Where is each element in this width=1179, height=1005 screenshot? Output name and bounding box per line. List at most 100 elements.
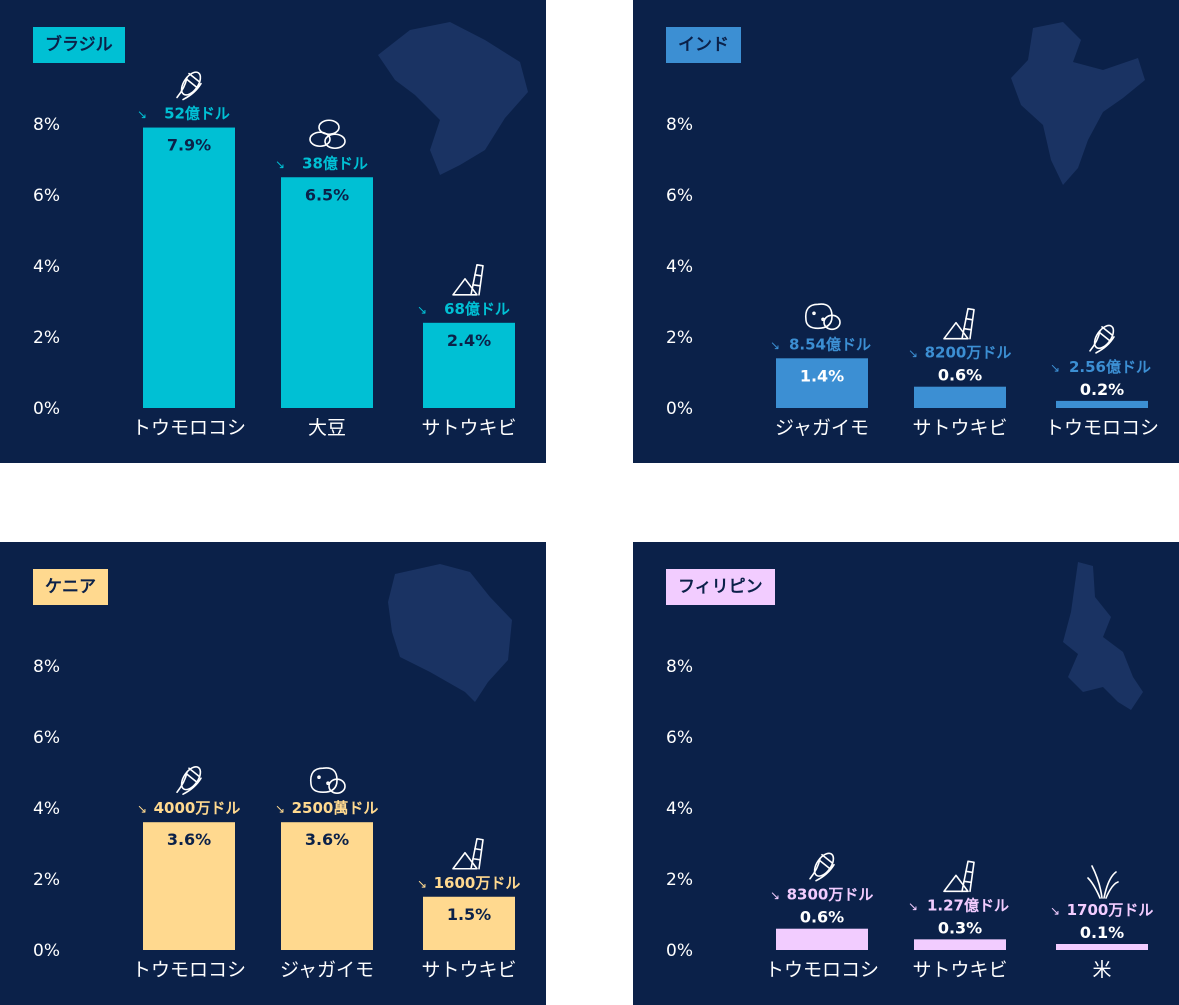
trend-down-icon: ↘: [137, 108, 147, 122]
country-map-silhouette: [388, 564, 512, 702]
potato-icon: [309, 767, 346, 794]
amount-label: 1700万ドル: [1067, 901, 1154, 919]
y-tick-label: 6%: [666, 186, 693, 206]
bar: [776, 928, 868, 950]
data-label: 3.6%: [167, 830, 211, 849]
y-tick-label: 8%: [666, 115, 693, 135]
category-label: サトウキビ: [912, 959, 1007, 981]
country-tag: ケニア: [33, 569, 108, 605]
y-tick-label: 0%: [33, 941, 60, 961]
country-map-silhouette: [378, 22, 528, 175]
sugarcane-icon: [452, 837, 484, 870]
y-tick-label: 6%: [33, 728, 60, 748]
trend-down-icon: ↘: [417, 303, 427, 317]
category-label: サトウキビ: [421, 959, 516, 981]
category-label: トウモロコシ: [132, 417, 246, 439]
amount-label: 2.56億ドル: [1069, 358, 1151, 376]
amount-label: 52億ドル: [164, 105, 230, 123]
sugarcane-icon: [452, 264, 484, 296]
bar: [281, 822, 373, 950]
amount-label: 68億ドル: [444, 300, 510, 318]
y-tick-label: 2%: [33, 870, 60, 890]
category-label: 大豆: [308, 417, 346, 439]
data-label: 0.6%: [938, 366, 982, 385]
trend-down-icon: ↘: [275, 802, 285, 816]
trend-down-icon: ↘: [1050, 904, 1060, 918]
trend-down-icon: ↘: [908, 347, 918, 361]
y-tick-label: 4%: [33, 799, 60, 819]
y-tick-label: 4%: [666, 257, 693, 277]
y-tick-label: 6%: [33, 186, 60, 206]
amount-label: 2500萬ドル: [292, 799, 379, 817]
country-map-silhouette: [1063, 562, 1143, 710]
category-label: トウモロコシ: [1045, 417, 1159, 439]
y-tick-label: 8%: [666, 657, 693, 677]
amount-label: 8.54億ドル: [789, 335, 871, 353]
y-tick-label: 2%: [666, 870, 693, 890]
sugarcane-icon: [943, 307, 975, 340]
chart-panel-brazil: 0% 2% 4% 6% 8% 7.9% ↘ 52億ドルトウモロコシ 6.5% ↘ 38億ドル大豆 2.…: [0, 0, 546, 463]
corn-icon: [176, 71, 202, 101]
category-label: トウモロコシ: [132, 959, 246, 981]
bar: [143, 127, 235, 409]
amount-label: 4000万ドル: [154, 799, 241, 817]
bar: [776, 358, 868, 408]
y-tick-label: 4%: [666, 799, 693, 819]
data-label: 0.3%: [938, 918, 982, 937]
data-label: 2.4%: [447, 331, 491, 350]
corn-icon: [176, 766, 202, 795]
category-label: 米: [1092, 959, 1111, 981]
trend-down-icon: ↘: [1050, 361, 1060, 375]
y-tick-label: 6%: [666, 728, 693, 748]
data-label: 0.6%: [800, 908, 844, 927]
trend-down-icon: ↘: [770, 338, 780, 352]
bar: [143, 822, 235, 950]
category-label: トウモロコシ: [765, 959, 879, 981]
country-tag: ブラジル: [33, 27, 125, 63]
chart-panel-india: 0% 2% 4% 6% 8% 1.4% ↘ 8.54億ドル ジャガイモ 0.6% ↘ 8200万ドルサ…: [633, 0, 1179, 463]
amount-label: 8200万ドル: [925, 344, 1012, 362]
corn-icon: [809, 852, 835, 882]
bar: [423, 896, 515, 950]
y-tick-label: 0%: [33, 399, 60, 419]
category-label: ジャガイモ: [280, 959, 374, 981]
amount-label: 38億ドル: [302, 154, 368, 172]
data-label: 0.1%: [1080, 923, 1124, 942]
y-tick-label: 2%: [666, 328, 693, 348]
bar: [914, 386, 1006, 408]
data-label: 1.5%: [447, 905, 491, 924]
trend-down-icon: ↘: [417, 877, 427, 891]
y-tick-label: 8%: [33, 657, 60, 677]
data-label: 0.2%: [1080, 380, 1124, 399]
trend-down-icon: ↘: [275, 157, 285, 171]
amount-label: 8300万ドル: [787, 886, 874, 904]
bar: [423, 322, 515, 408]
y-tick-label: 0%: [666, 399, 693, 419]
bar: [281, 177, 373, 408]
y-tick-label: 2%: [33, 328, 60, 348]
potato-icon: [804, 303, 841, 331]
data-label: 3.6%: [305, 830, 349, 849]
chart-panel-philippines: 0% 2% 4% 6% 8% 0.6% ↘ 8300万ドル トウモロコシ 0.3% ↘ 1.27億ドル…: [633, 542, 1179, 1005]
amount-label: 1.27億ドル: [927, 896, 1009, 914]
data-label: 1.4%: [800, 366, 844, 385]
bar: [1056, 944, 1148, 950]
y-tick-label: 4%: [33, 257, 60, 277]
country-tag: フィリピン: [666, 569, 775, 605]
trend-down-icon: ↘: [770, 889, 780, 903]
data-label: 6.5%: [305, 185, 349, 204]
trend-down-icon: ↘: [908, 899, 918, 913]
corn-icon: [1089, 324, 1115, 354]
amount-label: 1600万ドル: [434, 874, 521, 892]
bean-icon: [309, 119, 346, 150]
category-label: サトウキビ: [421, 417, 516, 439]
rice-icon: [1087, 865, 1119, 899]
data-label: 7.9%: [167, 136, 211, 155]
y-tick-label: 8%: [33, 115, 60, 135]
trend-down-icon: ↘: [137, 802, 147, 816]
category-label: サトウキビ: [912, 417, 1007, 439]
